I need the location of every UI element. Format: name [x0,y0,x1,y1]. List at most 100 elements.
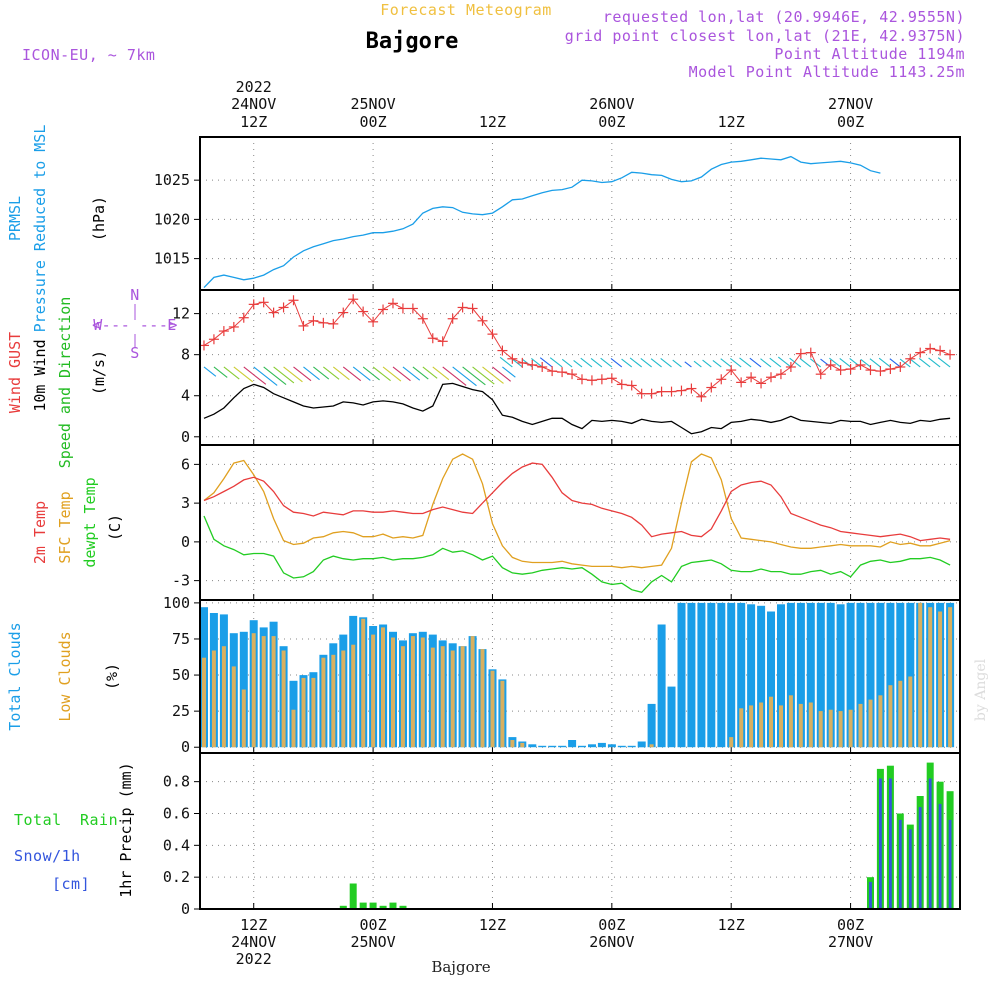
low-cloud-bar [500,680,505,748]
wind-gust-marker [547,366,558,377]
wind-direction-arrow [342,366,362,382]
grid-point-coords: grid point closest lon,lat (21E, 42.9375… [565,27,965,45]
wind-gust-marker [815,369,826,380]
low-cloud-bar [261,636,266,748]
wind-gust-marker [437,336,448,347]
wind-direction-arrow [629,357,643,368]
wind-direction-arrow [869,358,881,368]
wind-gust-marker [218,326,229,337]
low-cloud-bar [420,637,425,748]
wind-gust-marker [706,382,717,393]
wind-direction-arrow [213,366,228,378]
wind-gust-marker [368,316,379,327]
clouds-unit: (%) [103,663,121,690]
bottom-time-label: 12Z [718,916,745,934]
bottom-time-hour: 12Z [718,916,745,934]
low-cloud-bar [938,611,943,748]
wind-direction-arrow [313,366,330,380]
low-cloud-bar [480,649,485,748]
wind-direction-arrow [829,357,841,368]
low-cloud-bar [400,646,405,748]
pressure-unit: (hPa) [90,196,108,241]
panel-precip: 0 0.2 0.4 0.6 0.8 [163,753,960,918]
low-cloud-bar [788,695,793,748]
panel-clouds: 0 25 50 75 100 [163,594,960,756]
wind-gust-marker [318,317,329,328]
total-cloud-bar [796,602,805,748]
total-cloud-bar [667,686,676,748]
wind-direction-arrow [539,357,553,368]
total-cloud-bar [647,703,656,748]
wind-direction-arrow [650,358,662,368]
temp-2m-label: 2m Temp [31,501,49,564]
low-cloud-bar [878,695,883,748]
wind-direction-arrow [860,358,871,368]
total-cloud-bar [777,604,785,748]
wind-gust-marker [517,357,528,368]
wind-gust-marker [378,304,389,315]
low-cloud-bar [430,647,435,748]
low-cloud-bar [281,650,286,748]
wind-direction-arrow [392,366,411,382]
wind-direction-arrow [720,358,732,368]
snow-bar [948,819,952,909]
y-tick-label: 0.8 [163,773,190,791]
wind-gust-marker [925,343,936,354]
wind-direction-arrow [729,358,742,368]
precip-unit: 1hr Precip (mm) [117,762,135,897]
wind-direction-arrow [573,359,583,368]
low-cloud-bar [410,636,415,748]
y-tick-label: 25 [172,702,190,720]
pressure-line [203,155,881,289]
y-tick-label: 1015 [154,250,190,268]
wind-direction-arrow [937,357,951,368]
rain-bar [379,905,387,909]
wind-direction-arrow [422,366,438,379]
wind-direction-arrow [352,366,371,381]
y-tick-label: 6 [181,455,190,473]
wind-gust-marker [716,374,727,385]
top-time-date: 25NOV [351,95,396,113]
wind-direction-arrow [502,366,516,378]
wind-gust-marker [557,367,568,378]
total-cloud-bar [826,602,835,748]
wind-gust-marker [895,361,906,372]
snow-bar [928,778,932,909]
wind-direction-arrow [412,366,429,380]
wind-direction-arrow [203,366,217,377]
wind-gust-marker [736,377,747,388]
wind-gust-marker [278,302,289,313]
top-time-hour: 00Z [598,113,625,131]
low-cloud-bar [749,705,754,748]
total-cloud-bar [677,602,686,748]
low-cloud-bar [331,654,336,748]
wind-direction-arrow [928,357,941,368]
low-cloud-bar [828,709,833,748]
wind-gust-marker [746,372,757,383]
sfc-temp-line [203,453,951,569]
low-cloud-bar [202,657,206,748]
total-cloud-bar [538,745,547,748]
total-cloud-bar [866,602,875,748]
model-name: ICON-EU, ~ 7km [22,46,155,64]
wind-direction-arrow [283,366,303,383]
wind-direction-arrow [549,357,563,368]
point-altitude: Point Altitude 1194m [774,45,965,63]
wind-gust-marker [417,313,428,324]
top-time-label: 12Z [718,113,745,131]
total-cloud-bar [876,602,885,748]
wind-gust-marker [238,312,249,323]
wind-direction-arrow [499,356,513,368]
low-cloud-bar [649,744,654,748]
rain-bar [349,883,357,909]
low-cloud-bar [798,703,803,748]
wind-direction-arrow [293,366,312,382]
wind-direction-arrow [600,357,613,368]
wind-gust-marker [208,334,219,345]
bottom-time-date: 25NOV [351,933,396,951]
low-cloud-bar [341,650,346,748]
wind-gust-marker [288,295,299,306]
